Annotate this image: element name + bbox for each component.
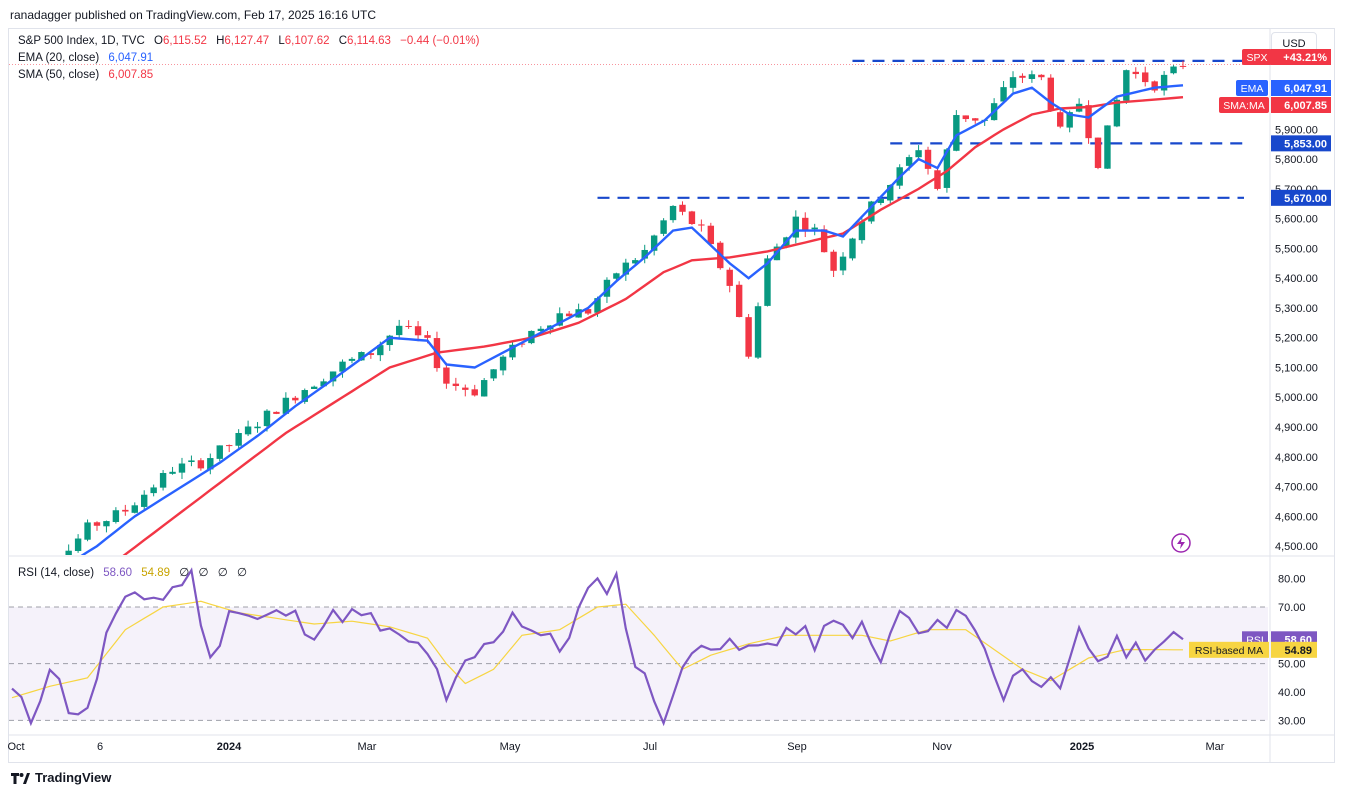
publisher-line: ranadagger published on TradingView.com,…: [10, 8, 377, 22]
ema-legend[interactable]: EMA (20, close) 6,047.91: [18, 52, 153, 64]
rsi-extra-0: ∅: [179, 567, 190, 579]
rsi-extra-3: ∅: [236, 567, 247, 579]
ohlc-high: H6,127.47: [216, 35, 270, 47]
main-legend: S&P 500 Index, 1D, TVC O6,115.52 H6,127.…: [18, 35, 479, 47]
tradingview-logo-icon: [11, 772, 30, 784]
rsi-value: 58.60: [103, 567, 133, 579]
sma-legend[interactable]: SMA (50, close) 6,007.85: [18, 69, 153, 81]
ema-value: 6,047.91: [108, 52, 154, 64]
rsi-legend[interactable]: RSI (14, close) 58.60 54.89 ∅ ∅ ∅ ∅: [18, 565, 247, 579]
sma-label: SMA (50, close): [18, 69, 100, 81]
price-change: −0.44 (−0.01%): [400, 35, 480, 47]
rsi-ma-value: 54.89: [141, 567, 171, 579]
footer-brand: TradingView: [35, 770, 112, 785]
ema-label: EMA (20, close): [18, 52, 100, 64]
ohlc-close: C6,114.63: [338, 35, 391, 47]
rsi-extra-1: ∅: [198, 567, 209, 579]
currency-button[interactable]: USD: [1271, 32, 1317, 56]
chart-frame: [8, 28, 1335, 763]
rsi-label: RSI (14, close): [18, 567, 95, 579]
tradingview-footer: TradingView: [10, 770, 111, 785]
sma-value: 6,007.85: [108, 69, 154, 81]
ohlc-low: L6,107.62: [278, 35, 330, 47]
symbol-name[interactable]: S&P 500 Index, 1D, TVC: [18, 35, 145, 47]
rsi-extra-2: ∅: [217, 567, 228, 579]
ohlc-open: O6,115.52: [154, 35, 207, 47]
